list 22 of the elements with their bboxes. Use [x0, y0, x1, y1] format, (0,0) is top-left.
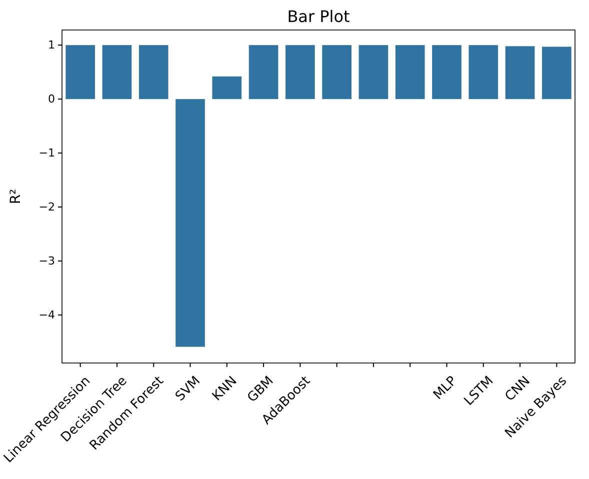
bar [66, 45, 95, 100]
y-tick-label: 0 [48, 92, 55, 106]
bar [358, 45, 388, 100]
y-tick-label: −4 [38, 308, 55, 322]
bar [468, 45, 498, 100]
bar [395, 45, 425, 100]
bar [102, 45, 132, 100]
y-tick-label: −1 [38, 146, 55, 160]
y-tick-label: −2 [38, 200, 55, 214]
bar [176, 99, 205, 347]
chart-title: Bar Plot [287, 7, 350, 26]
bar [138, 45, 168, 100]
bar [286, 45, 315, 100]
y-tick-label: 1 [48, 38, 55, 52]
bar [212, 76, 242, 100]
y-tick-label: −3 [38, 254, 55, 268]
bar [322, 45, 352, 100]
bar [432, 45, 462, 100]
bar [505, 46, 535, 100]
y-axis-title: R² [8, 188, 24, 204]
bar [248, 45, 278, 100]
bar [542, 46, 572, 100]
